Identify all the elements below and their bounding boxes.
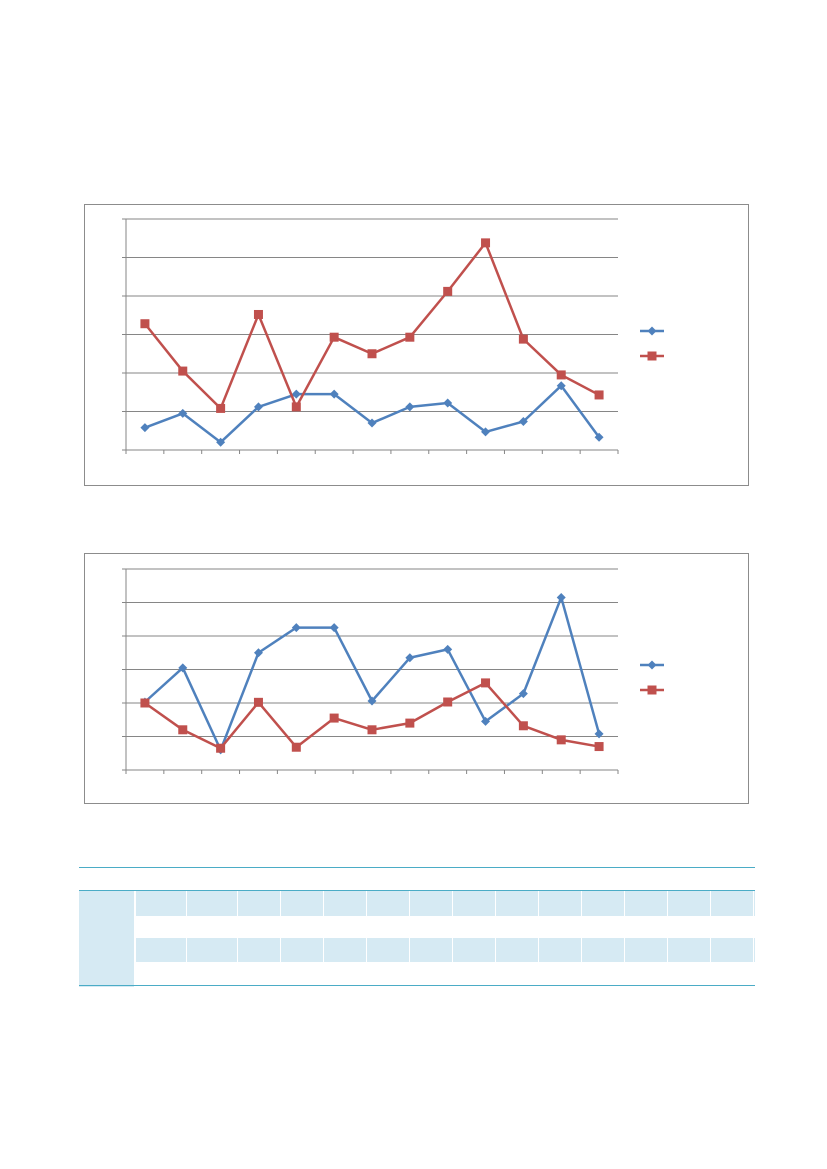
- data-point-square: [178, 366, 188, 376]
- data-point-diamond: [291, 623, 301, 633]
- data-point-diamond: [140, 423, 150, 433]
- chart-2: [122, 568, 664, 774]
- table-row: [135, 938, 755, 962]
- table-row: [135, 891, 755, 916]
- data-point-diamond: [367, 696, 377, 706]
- table-header-rule: [79, 890, 755, 891]
- data-point-square: [216, 403, 226, 413]
- data-point-diamond: [443, 644, 453, 654]
- data-point-square: [253, 697, 263, 707]
- data-point-square: [481, 238, 491, 248]
- data-point-square: [329, 713, 339, 723]
- data-point-square: [253, 309, 263, 319]
- data-point-diamond: [594, 432, 604, 442]
- data-point-diamond: [556, 592, 566, 602]
- table-row-label-column: [79, 891, 134, 987]
- data-point-square: [140, 698, 150, 708]
- legend-marker-diamond: [647, 660, 657, 670]
- data-point-diamond: [405, 402, 415, 412]
- data-point-square: [518, 721, 528, 731]
- data-point-square: [556, 370, 566, 380]
- data-point-square: [367, 349, 377, 359]
- data-point-diamond: [367, 418, 377, 428]
- data-point-diamond: [556, 381, 566, 391]
- table-column-separator: [624, 891, 625, 985]
- table-column-separator: [495, 891, 496, 985]
- chart-2-frame: [84, 553, 749, 804]
- data-point-diamond: [481, 716, 491, 726]
- data-point-diamond: [329, 389, 339, 399]
- data-point-square: [405, 718, 415, 728]
- data-point-diamond: [216, 437, 226, 447]
- chart-1: [122, 218, 664, 454]
- data-point-square: [178, 725, 188, 735]
- data-point-square: [329, 332, 339, 342]
- data-point-diamond: [178, 663, 188, 673]
- data-point-diamond: [291, 389, 301, 399]
- data-point-diamond: [443, 398, 453, 408]
- data-point-diamond: [481, 427, 491, 437]
- data-point-diamond: [518, 689, 528, 699]
- data-point-square: [443, 697, 453, 707]
- table-bottom-rule: [79, 985, 755, 986]
- data-table: [79, 867, 755, 987]
- table-column-separator: [538, 891, 539, 985]
- data-point-diamond: [329, 623, 339, 633]
- data-point-square: [481, 678, 491, 688]
- table-column-separator: [581, 891, 582, 985]
- table-column-separator: [667, 891, 668, 985]
- table-column-separator: [366, 891, 367, 985]
- table-column-separator: [452, 891, 453, 985]
- table-column-separator: [237, 891, 238, 985]
- table-column-separator: [409, 891, 410, 985]
- data-point-diamond: [253, 648, 263, 658]
- data-point-square: [291, 742, 301, 752]
- data-point-square: [140, 319, 150, 329]
- data-point-diamond: [518, 417, 528, 427]
- legend-marker-square: [647, 351, 657, 361]
- table-column-separator: [186, 891, 187, 985]
- data-point-square: [216, 743, 226, 753]
- table-column-separator: [323, 891, 324, 985]
- data-point-diamond: [594, 729, 604, 739]
- legend-marker-square: [647, 685, 657, 695]
- legend-marker-diamond: [647, 326, 657, 336]
- series-line: [144, 681, 600, 750]
- data-point-square: [291, 402, 301, 412]
- table-column-separator: [753, 891, 754, 985]
- data-point-square: [556, 735, 566, 745]
- table-top-rule: [79, 867, 755, 868]
- data-point-diamond: [405, 653, 415, 663]
- chart-1-frame: [84, 204, 749, 486]
- table-column-separator: [710, 891, 711, 985]
- data-point-square: [518, 334, 528, 344]
- data-point-square: [367, 725, 377, 735]
- data-point-square: [443, 286, 453, 296]
- table-column-separator: [135, 891, 136, 985]
- data-point-square: [594, 742, 604, 752]
- table-column-separator: [280, 891, 281, 985]
- data-point-square: [594, 390, 604, 400]
- data-point-square: [405, 332, 415, 342]
- data-point-diamond: [178, 408, 188, 418]
- data-point-diamond: [253, 402, 263, 412]
